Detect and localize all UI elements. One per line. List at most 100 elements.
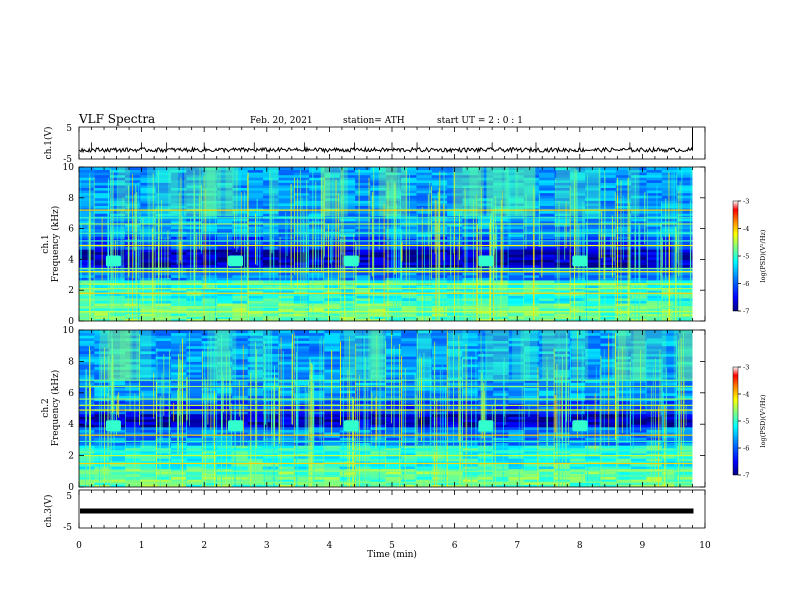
spectrogram-cell: [631, 392, 647, 396]
spectrogram-cell: [431, 460, 448, 464]
sferic-streak: [490, 213, 492, 321]
spectrogram-cell: [585, 182, 601, 186]
spectrogram-cell: [447, 172, 463, 176]
spectrogram-cell: [447, 395, 463, 399]
spectrogram-cell: [661, 476, 678, 480]
spectrogram-cell: [324, 432, 341, 436]
spectrogram-cell: [585, 452, 601, 457]
spectrogram-cell: [339, 195, 356, 199]
spectrogram-cell: [493, 169, 509, 173]
spectrogram-cell: [585, 421, 601, 425]
sferic-streak: [475, 194, 477, 321]
sferic-streak: [656, 185, 658, 287]
spectrogram-cell: [278, 190, 295, 194]
sferic-streak: [139, 212, 141, 283]
spectrogram-cell: [247, 190, 264, 194]
spectrogram-cell: [247, 292, 264, 296]
spectrogram-cell: [109, 308, 126, 312]
spectrogram-cell: [508, 387, 525, 391]
spectrogram-cell: [508, 246, 525, 250]
spectrogram-cell: [263, 315, 279, 319]
spectrogram-cell: [615, 411, 632, 415]
spectrogram-cell: [140, 371, 157, 375]
spectrogram-cell: [416, 210, 433, 214]
spectrogram-cell: [155, 432, 172, 436]
spectrogram-cell: [523, 241, 540, 245]
spectrogram-cell: [600, 450, 617, 454]
spectrogram-cell: [79, 471, 95, 475]
spectrogram-cell: [140, 205, 157, 209]
spectrogram-cell: [646, 295, 663, 299]
spectrogram-cell: [263, 468, 279, 472]
spectrogram-cell: [232, 246, 249, 250]
spectrogram-cell: [278, 259, 295, 263]
spectrogram-cell: [523, 213, 540, 217]
spectrogram-cell: [462, 167, 479, 171]
spectrogram-cell: [155, 169, 172, 173]
spectrogram-cell: [646, 418, 663, 423]
spectrogram-cell: [201, 418, 218, 423]
spectrogram-cell: [677, 261, 693, 266]
spectrogram-cell: [477, 218, 494, 222]
spectrogram-cell: [477, 241, 494, 245]
spectrogram-cell: [661, 392, 678, 396]
spectrogram-cell: [94, 392, 111, 396]
spectrogram-cell: [94, 432, 111, 436]
spectrogram-cell: [401, 379, 417, 383]
spectrogram-cell: [140, 421, 157, 425]
spectrogram-cell: [79, 452, 95, 457]
spectrogram-cell: [493, 442, 509, 446]
spectrogram-cell: [355, 177, 371, 181]
spectrogram-cell: [247, 177, 264, 181]
spectrogram-cell: [339, 223, 356, 227]
spectrogram-cell: [109, 313, 126, 317]
spectrogram-cell: [186, 374, 203, 378]
spectrogram-cell: [615, 182, 632, 186]
spectrogram-cell: [309, 377, 325, 381]
spectrogram-cell: [79, 364, 95, 368]
spectrogram-cell: [355, 437, 371, 441]
spectrogram-cell: [615, 413, 632, 417]
spectrogram-cell: [109, 174, 126, 178]
spectrogram-cell: [677, 382, 693, 386]
spectrogram-cell: [155, 241, 172, 245]
spectrogram-cell: [309, 364, 325, 368]
spectrogram-cell: [523, 167, 540, 171]
spectrogram-cell: [94, 455, 111, 459]
spectrogram-cell: [324, 364, 341, 368]
sferic-streak: [555, 178, 557, 248]
spectrogram-cell: [493, 174, 509, 178]
spectrogram-cell: [477, 187, 494, 191]
spectrogram-cell: [569, 285, 586, 289]
spectrogram-cell: [263, 190, 279, 194]
spectrogram-cell: [539, 295, 555, 299]
spectrogram-cell: [140, 192, 157, 196]
spectrogram-cell: [585, 390, 601, 394]
spectrogram-cell: [370, 241, 387, 245]
spectrogram-cell: [646, 479, 663, 483]
sferic-streak: [541, 225, 543, 252]
spectrogram-cell: [661, 356, 678, 360]
spectrogram-cell: [355, 313, 371, 317]
spectrogram-cell: [677, 361, 693, 365]
sferic-streak: [501, 190, 503, 286]
spectrogram-cell: [79, 184, 95, 189]
spectrogram-cell: [324, 437, 341, 441]
spectrogram-cell: [416, 179, 433, 183]
spectrogram-cell: [615, 187, 632, 191]
sferic-streak: [408, 174, 410, 321]
spectrogram-cell: [401, 387, 417, 391]
spectrogram-cell: [79, 421, 95, 425]
spectrogram-cell: [600, 315, 617, 319]
spectrogram-cell: [94, 315, 111, 319]
spectrogram-cell: [539, 353, 555, 357]
spectrogram-cell: [232, 353, 249, 357]
spectrogram-cell: [217, 213, 233, 217]
spectrogram-cell: [523, 256, 540, 260]
spectrogram-cell: [462, 264, 479, 268]
spectrogram-cell: [355, 479, 371, 483]
spectrogram-cell: [401, 411, 417, 415]
transmitter-line: [79, 244, 693, 247]
spectrogram-cell: [140, 223, 157, 227]
